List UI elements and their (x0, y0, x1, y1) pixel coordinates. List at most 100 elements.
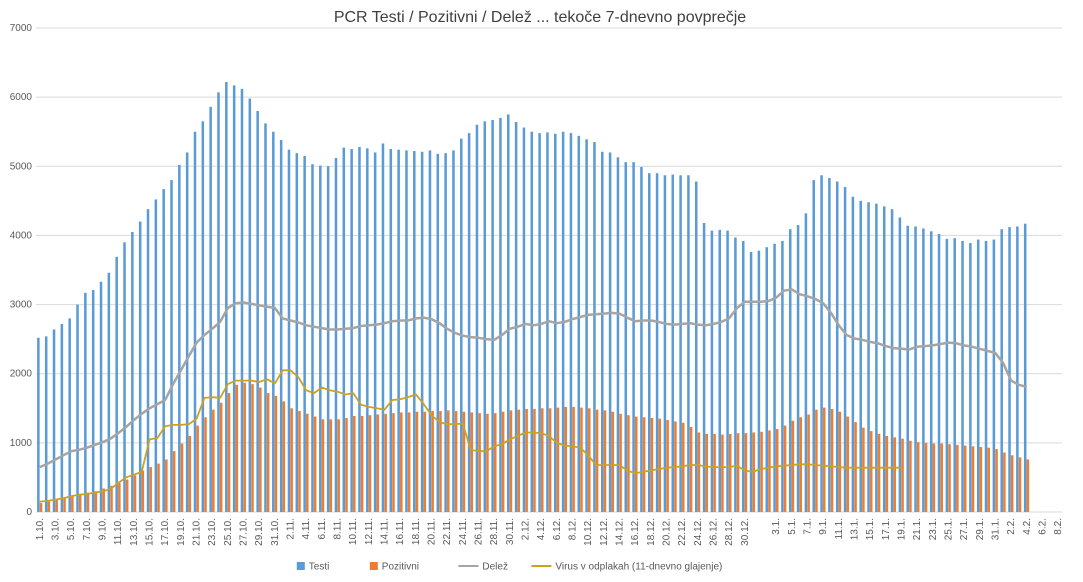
bar (131, 231, 134, 512)
bar (877, 433, 881, 512)
bar (862, 427, 865, 512)
bar (86, 492, 90, 512)
bar (334, 157, 338, 512)
bar (303, 155, 306, 512)
bar (517, 409, 521, 512)
bar (577, 135, 581, 512)
bar (381, 143, 385, 512)
bar (788, 229, 792, 512)
bar (1010, 455, 1014, 512)
bar (619, 413, 622, 512)
bar (290, 408, 293, 512)
bar (595, 409, 599, 512)
x-tick-label: 7.1. (802, 518, 813, 535)
bar (99, 281, 103, 512)
bar (60, 323, 64, 512)
bar (279, 140, 283, 513)
bar (697, 432, 701, 512)
bar (760, 431, 763, 512)
x-tick-label: 2.12. (521, 518, 532, 540)
bar (55, 499, 58, 512)
bar (423, 411, 427, 512)
bar (462, 411, 466, 512)
x-tick-label: 6.12. (552, 518, 563, 540)
bar (749, 252, 753, 512)
x-tick-label: 20.11. (427, 518, 438, 545)
bar (264, 123, 267, 512)
bar (1023, 223, 1027, 512)
bar (248, 98, 252, 513)
bar (170, 180, 173, 512)
bar (217, 92, 220, 512)
y-tick-label: 2000 (10, 369, 33, 380)
bar (436, 153, 440, 512)
bar (266, 393, 270, 512)
bar (851, 196, 855, 513)
bar (405, 150, 408, 512)
bar (804, 213, 808, 512)
bar (820, 175, 823, 512)
bar (869, 431, 873, 512)
bar (326, 166, 330, 513)
x-tick-label: 14.12. (614, 518, 625, 546)
bar (807, 414, 810, 512)
bar (358, 146, 361, 512)
bar (78, 494, 82, 512)
chart-title: PCR Testi / Pozitivni / Delež ... tekoče… (334, 9, 746, 26)
bar (287, 149, 291, 513)
y-tick-label: 3000 (10, 300, 33, 311)
bar (392, 413, 395, 512)
x-tick-label: 23.1. (928, 518, 939, 540)
x-tick-label: 26.11. (474, 518, 485, 545)
bar (666, 420, 669, 512)
x-tick-label: 8.2. (1053, 518, 1064, 535)
bar (995, 449, 998, 512)
bar (744, 433, 748, 512)
bar (569, 133, 573, 512)
bar (509, 410, 513, 512)
bar (1026, 459, 1030, 512)
bar (219, 402, 223, 512)
bar (710, 230, 714, 513)
x-tick-label: 29.1. (975, 518, 986, 540)
bar (979, 447, 983, 512)
bar (859, 200, 862, 512)
bar (634, 416, 638, 512)
bar (71, 496, 74, 512)
bar (530, 131, 534, 512)
bar (953, 238, 956, 513)
x-tick-label: 13.1. (849, 518, 860, 540)
legend-swatch (296, 562, 305, 570)
bar (830, 408, 834, 512)
bar (232, 85, 236, 512)
x-tick-label: 21.1. (912, 518, 923, 540)
bar (491, 119, 494, 513)
bar (1016, 226, 1019, 512)
y-tick-label: 4000 (10, 230, 33, 241)
bar (937, 234, 941, 512)
bar (499, 117, 502, 512)
bar (875, 203, 878, 512)
y-tick-label: 5000 (10, 161, 33, 172)
bar (259, 387, 262, 512)
bar (400, 412, 403, 512)
bar (454, 411, 458, 512)
bar (705, 433, 709, 512)
x-tick-label: 27.10. (239, 518, 250, 546)
bar (909, 440, 912, 512)
bar (91, 290, 95, 512)
bar (366, 148, 369, 512)
bar (945, 238, 949, 512)
x-tick-label: 4.12. (536, 518, 547, 540)
x-tick-label: 7.10. (82, 518, 93, 540)
bar (572, 406, 575, 512)
bar (141, 470, 145, 512)
bar (407, 412, 411, 512)
bar (768, 430, 771, 512)
bar (924, 442, 928, 512)
bar (196, 425, 199, 512)
y-tick-label: 7000 (10, 23, 33, 34)
bar (428, 150, 432, 512)
bar (775, 429, 779, 512)
bar (765, 247, 769, 512)
